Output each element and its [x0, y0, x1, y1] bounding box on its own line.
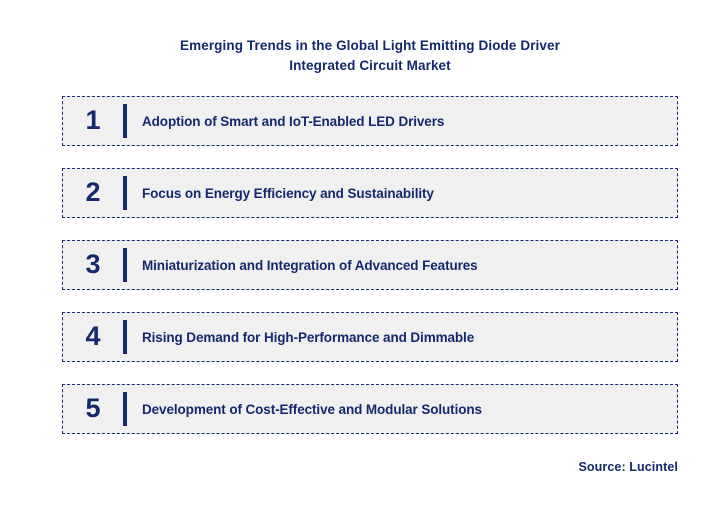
- trend-item-2: 2 Focus on Energy Efficiency and Sustain…: [62, 168, 678, 218]
- source-attribution: Source: Lucintel: [578, 460, 678, 474]
- trend-number: 3: [85, 248, 101, 279]
- trend-list: 1 Adoption of Smart and IoT-Enabled LED …: [62, 96, 678, 434]
- page-title-line-2: Integrated Circuit Market: [289, 58, 451, 73]
- trend-number: 5: [85, 392, 101, 423]
- trend-label: Miniaturization and Integration of Advan…: [142, 257, 478, 273]
- trend-item-4: 4 Rising Demand for High-Performance and…: [62, 312, 678, 362]
- trend-number: 2: [85, 176, 101, 207]
- trend-label: Rising Demand for High-Performance and D…: [142, 329, 475, 345]
- vertical-divider-bar: [123, 392, 127, 426]
- page-title: Emerging Trends in the Global Light Emit…: [62, 36, 678, 76]
- trend-label: Development of Cost-Effective and Modula…: [142, 401, 482, 417]
- trend-item-3: 3 Miniaturization and Integration of Adv…: [62, 240, 678, 290]
- trend-label: Adoption of Smart and IoT-Enabled LED Dr…: [142, 113, 445, 129]
- page-title-line-1: Emerging Trends in the Global Light Emit…: [180, 38, 560, 53]
- trend-number: 1: [85, 104, 101, 135]
- trend-label: Focus on Energy Efficiency and Sustainab…: [142, 185, 434, 201]
- vertical-divider-bar: [123, 104, 127, 138]
- vertical-divider-bar: [123, 320, 127, 354]
- vertical-divider-bar: [123, 248, 127, 282]
- trend-item-5: 5 Development of Cost-Effective and Modu…: [62, 384, 678, 434]
- trend-item-1: 1 Adoption of Smart and IoT-Enabled LED …: [62, 96, 678, 146]
- vertical-divider-bar: [123, 176, 127, 210]
- trend-number: 4: [85, 320, 101, 351]
